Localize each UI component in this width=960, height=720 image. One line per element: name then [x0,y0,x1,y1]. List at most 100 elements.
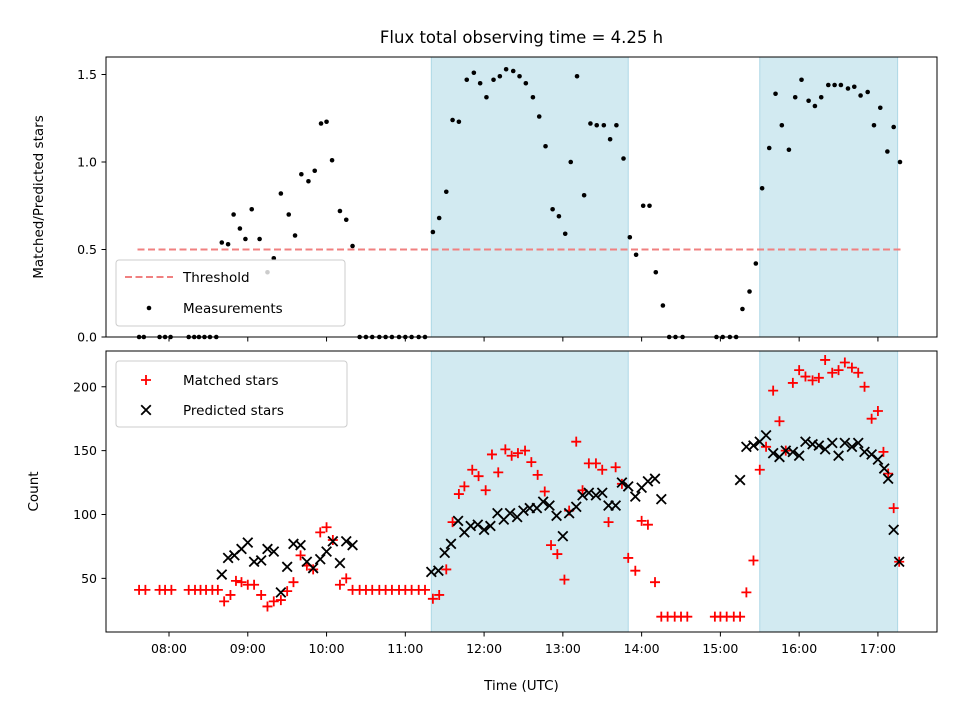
predicted-star-marker [893,556,905,568]
measurement-point [759,185,765,191]
measurement-point [740,306,745,312]
top-legend: Threshold Measurements [115,259,346,327]
predicted-star-marker [846,441,858,453]
measurement-point [503,66,509,72]
predicted-star-marker [655,493,667,505]
measurement-point [497,73,503,79]
predicted-star-marker [551,510,562,522]
measurement-point [517,73,522,79]
matched-star-marker [748,555,759,566]
matched-star-marker [610,462,621,473]
legend-threshold-label: Threshold [182,270,250,286]
measurement-point [865,89,870,95]
predicted-star-marker [616,477,628,488]
matched-star-marker [166,584,177,595]
matched-star-marker [493,467,504,478]
measurement-point [601,122,607,128]
predicted-star-marker [596,487,608,499]
predicted-star-marker [629,491,641,503]
measurement-point [627,234,633,240]
matched-star-marker [532,469,543,480]
measurement-point [237,226,243,231]
predicted-star-marker [295,539,306,551]
predicted-star-marker [518,505,529,517]
matched-star-marker [827,367,838,378]
measurement-point [523,80,529,86]
matched-star-marker [559,574,570,585]
bottom-shaded-intervals [430,350,899,633]
x-axis-label: Time (UTC) [483,678,559,694]
predicted-star-marker [281,561,293,573]
matched-star-marker [480,485,491,496]
measurement-point [640,203,646,209]
predicted-star-marker [882,473,894,485]
matched-star-marker [546,540,557,551]
matched-star-marker [341,573,352,584]
predicted-star-marker [577,489,588,501]
measurement-point [550,206,555,212]
predicted-star-marker [767,447,779,459]
predicted-star-marker [262,543,273,555]
measurement-point [594,122,600,128]
measurement-point [897,159,903,165]
matched-star-marker [262,601,273,612]
matched-star-marker [820,354,831,365]
predicted-star-marker [340,535,352,547]
matched-star-marker [256,589,267,600]
matched-star-marker [853,367,864,378]
measurement-point [556,213,562,219]
matched-star-marker [486,449,497,460]
y-tick-label: 100 [73,507,97,522]
matched-star-marker [467,464,478,475]
legend-predicted-swatch [140,404,152,416]
legend-predicted-label: Predicted stars [183,403,284,419]
predicted-star-marker [544,500,555,511]
bottom-y-axis-label: Count [26,471,42,511]
y-tick-label: 200 [73,379,97,394]
matched-star-marker [434,589,445,600]
matched-star-marker [800,371,811,382]
matched-star-marker [682,611,693,622]
predicted-star-marker [610,500,622,511]
matched-star-marker [219,596,230,607]
y-tick-label: 1.0 [77,155,97,170]
predicted-star-marker [321,546,332,557]
y-tick-label: 1.5 [77,67,97,82]
predicted-star-marker [748,440,759,451]
predicted-star-marker [504,507,516,519]
predicted-star-marker [327,535,339,547]
predicted-star-marker [432,565,444,577]
measurement-point [633,252,639,258]
predicted-star-marker [793,450,805,462]
predicted-star-marker [839,437,851,449]
x-tick-label: 17:00 [860,641,896,656]
measurement-point [543,143,548,149]
matched-star-marker [315,527,326,538]
predicted-star-marker [583,487,595,499]
matched-star-marker [526,457,537,468]
measurement-point [779,122,785,128]
measurement-point [588,121,593,126]
predicted-star-marker [570,501,582,513]
measurement-point [786,147,792,153]
matched-star-marker [249,579,260,590]
predicted-star-marker [852,437,864,449]
measurement-point [792,94,798,100]
y-tick-label: 0.5 [77,242,97,257]
x-tick-label: 15:00 [702,641,738,656]
measurement-point [562,231,568,237]
measurement-point [471,70,477,76]
predicted-star-marker [872,454,884,466]
x-tick-label: 10:00 [309,641,345,656]
matched-star-marker [888,503,899,514]
predicted-star-marker [859,446,870,458]
shaded-interval-2 [759,350,899,633]
measurement-point [249,206,255,212]
predicted-star-marker [334,557,346,569]
measurement-point [243,236,248,242]
predicted-star-marker [255,555,267,566]
top-x-ticks [168,337,879,342]
matched-star-marker [334,579,345,590]
measurement-point [885,149,890,154]
